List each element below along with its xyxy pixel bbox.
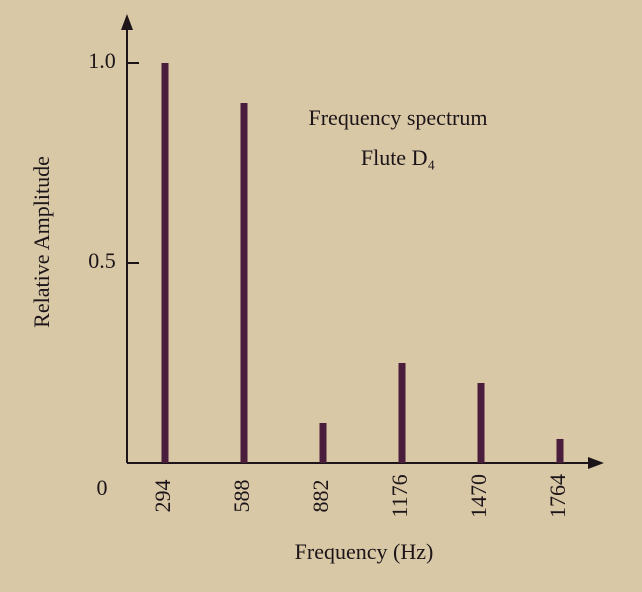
y-tick-label: 0.5 [88,248,116,273]
y-tick-label: 1.0 [88,48,116,73]
x-tick-label: 1176 [387,474,412,517]
x-axis-arrow [588,457,604,469]
x-tick-label: 294 [150,480,175,513]
bar [319,423,327,463]
bar [398,363,406,463]
bar [240,103,248,463]
x-tick-label: 1764 [545,474,570,518]
bar [556,439,564,463]
x-axis-label: Frequency (Hz) [295,539,434,564]
x-tick-label: 588 [229,480,254,513]
y-tick-label: 0 [97,475,108,500]
y-axis-arrow [121,14,133,30]
bar [161,63,169,463]
x-tick-label: 1470 [466,474,491,518]
bar [477,383,485,463]
y-axis-label: Relative Amplitude [29,156,54,328]
x-tick-label: 882 [308,480,333,513]
chart-subtitle: Flute D₄ [361,145,435,170]
chart-title: Frequency spectrum [309,105,488,130]
